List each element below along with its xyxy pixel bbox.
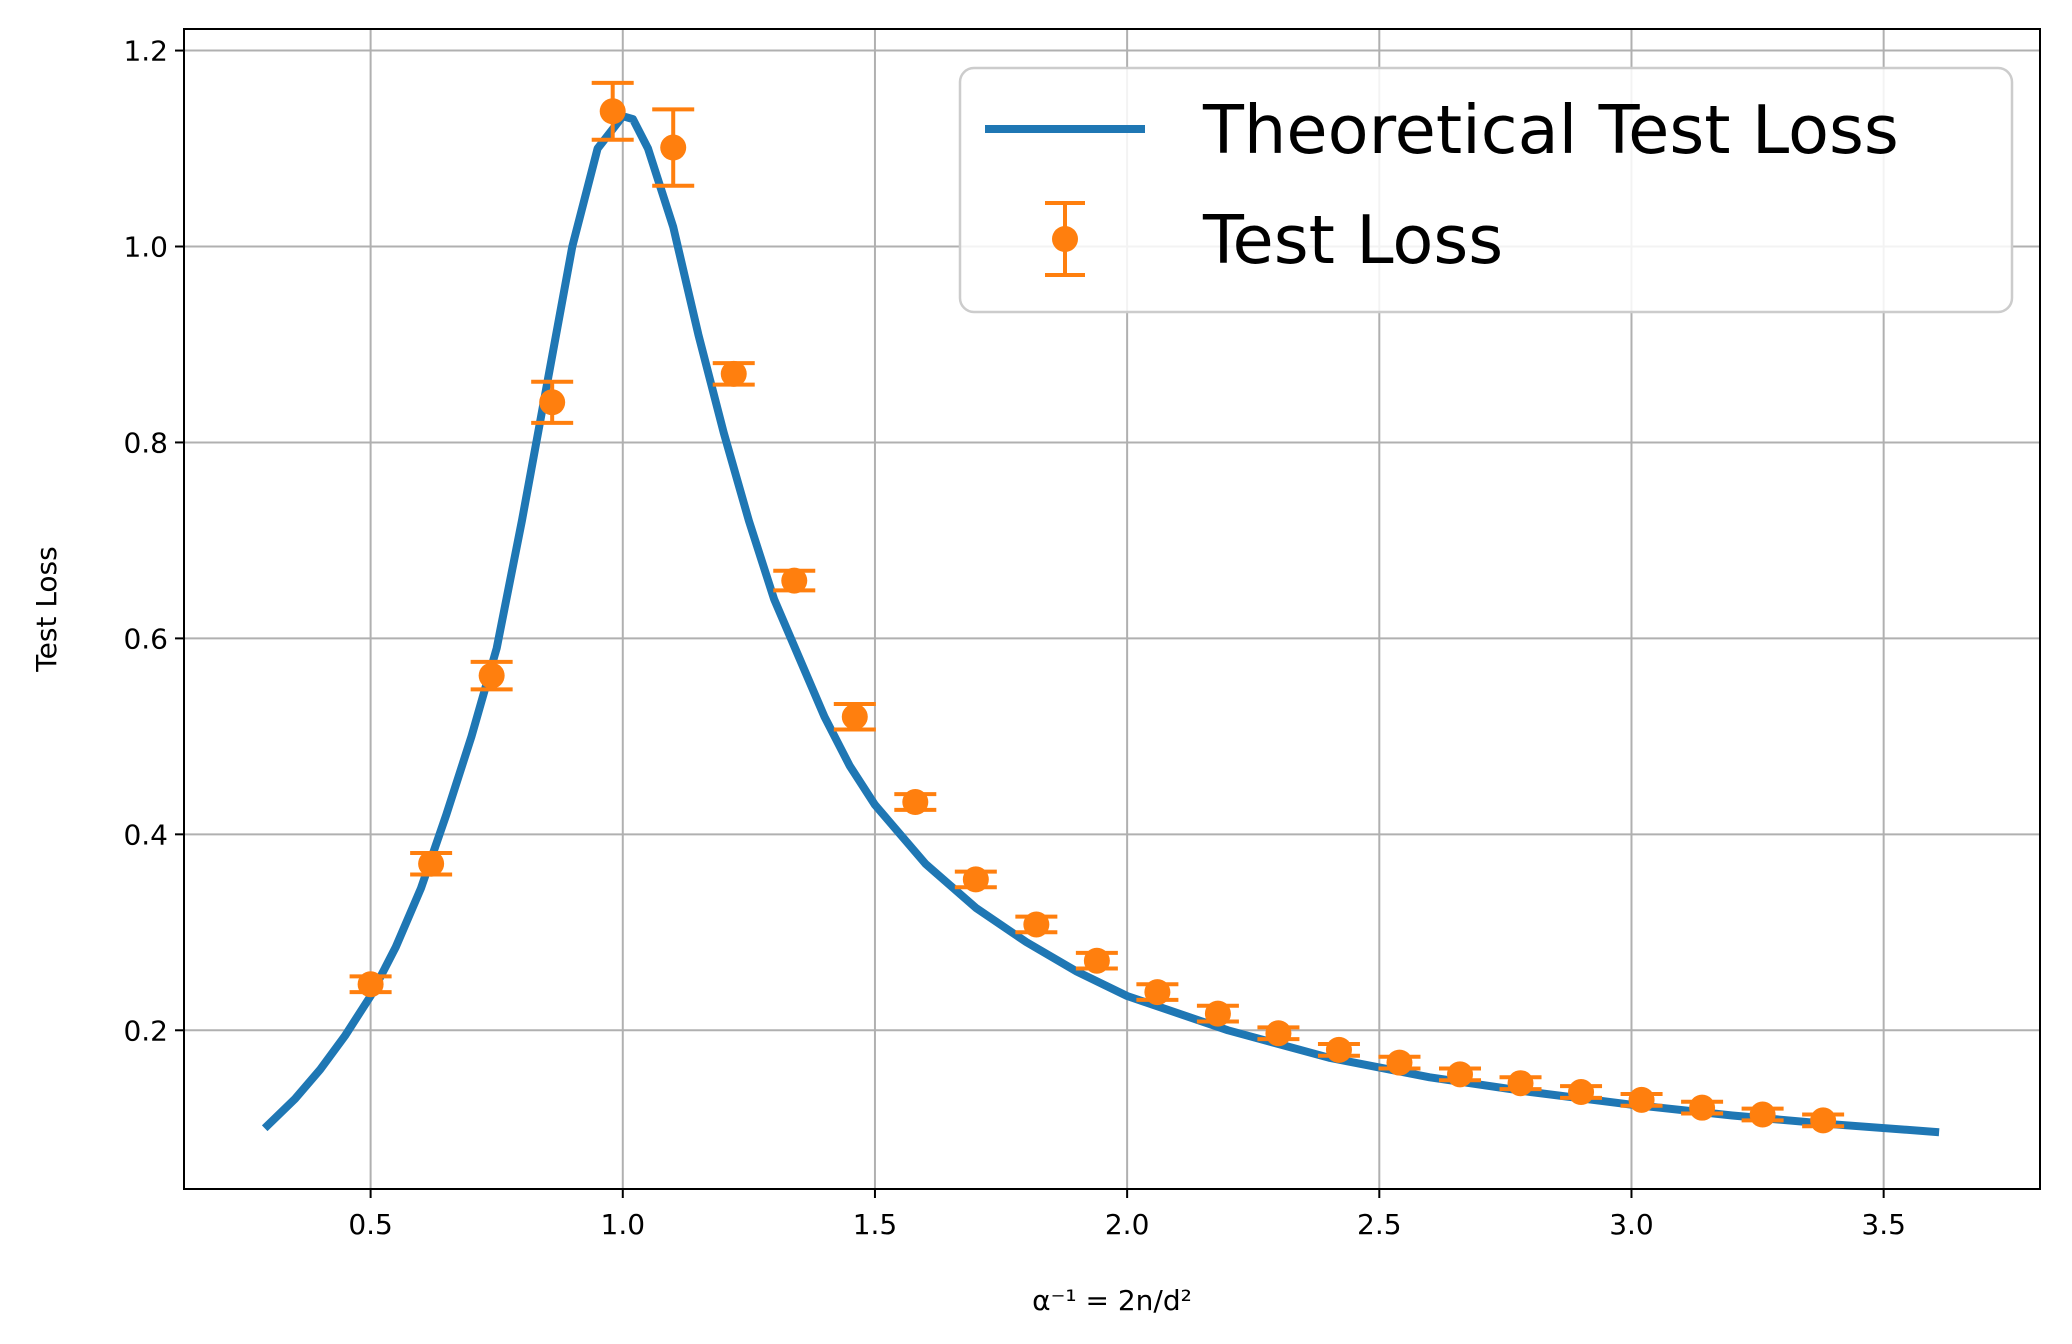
test-loss-marker (1507, 1070, 1534, 1097)
test-loss-marker (1749, 1101, 1776, 1128)
x-tick-label: 2.0 (1105, 1208, 1150, 1241)
test-loss-marker (1810, 1107, 1837, 1134)
test-loss-marker (1568, 1079, 1595, 1106)
test-loss-point (1620, 1086, 1663, 1113)
x-tick-label: 0.5 (348, 1208, 393, 1241)
test-loss-point (410, 850, 453, 877)
test-loss-marker (539, 389, 566, 416)
test-loss-marker (962, 866, 989, 893)
test-loss-point (712, 360, 755, 387)
test-loss-point (894, 789, 937, 816)
y-tick-label: 0.8 (123, 426, 168, 459)
y-tick-label: 0.6 (123, 622, 168, 655)
test-loss-point (652, 107, 695, 188)
x-axis-label: α⁻¹ = 2n/d² (1032, 1284, 1192, 1317)
test-loss-point (1741, 1101, 1784, 1128)
x-tick-label: 3.5 (1861, 1208, 1906, 1241)
test-loss-point (1196, 1000, 1239, 1027)
test-loss-marker (1144, 979, 1171, 1006)
test-loss-marker (357, 971, 384, 998)
test-loss-marker (720, 360, 747, 387)
legend: Theoretical Test Loss Test Loss (958, 66, 2014, 314)
legend-marker (1052, 226, 1078, 252)
test-loss-point (1560, 1079, 1603, 1106)
y-tick-label: 0.4 (123, 818, 168, 851)
plot-series (261, 80, 1940, 1137)
legend-box (958, 66, 2014, 314)
test-loss-point (531, 379, 574, 425)
test-loss-point (1075, 947, 1118, 974)
test-loss-point (1681, 1094, 1724, 1121)
test-loss-marker (841, 703, 868, 730)
test-loss-marker (599, 98, 626, 125)
test-loss-marker (478, 662, 505, 689)
y-axis-label: Test Loss (30, 546, 63, 672)
test-loss-marker (1689, 1094, 1716, 1121)
test-loss-point (470, 659, 513, 692)
test-loss-point (1015, 911, 1058, 938)
test-loss-point (1378, 1049, 1421, 1076)
test-loss-marker (1023, 911, 1050, 938)
test-loss-point (1317, 1036, 1360, 1063)
test-loss-point (1136, 979, 1179, 1006)
test-loss-point (1257, 1020, 1300, 1047)
x-tick-label: 3.0 (1609, 1208, 1654, 1241)
test-loss-point (349, 971, 392, 998)
test-loss-point (833, 702, 876, 732)
test-loss-marker (1386, 1049, 1413, 1076)
y-tick-label: 1.0 (123, 231, 168, 264)
x-tick-label: 1.0 (601, 1208, 646, 1241)
test-loss-marker (418, 850, 445, 877)
test-loss-marker (781, 567, 808, 594)
test-loss-marker (1265, 1020, 1292, 1047)
test-loss-marker (902, 789, 929, 816)
x-tick-label: 2.5 (1357, 1208, 1402, 1241)
test-loss-point (1802, 1107, 1845, 1134)
axis-ticks: 0.5 1.0 1.5 2.0 2.5 3.0 3.5 0.2 0.4 0.6 0.8 1.0 1.2 (123, 35, 1905, 1241)
test-loss-point (591, 80, 634, 142)
test-loss-point (954, 866, 997, 893)
test-loss-point (773, 567, 816, 594)
test-loss-marker (1204, 1000, 1231, 1027)
test-loss-marker (660, 134, 687, 161)
test-loss-marker (1628, 1086, 1655, 1113)
legend-label-theoretical: Theoretical Test Loss (1202, 91, 1899, 169)
x-tick-label: 1.5 (853, 1208, 898, 1241)
legend-label-test-loss: Test Loss (1202, 201, 1503, 279)
test-loss-point (1439, 1061, 1481, 1088)
test-loss-marker (1325, 1036, 1352, 1063)
y-tick-label: 1.2 (123, 35, 168, 68)
axes-frame (183, 28, 2041, 1190)
y-tick-label: 0.2 (123, 1014, 168, 1047)
test-loss-marker (1447, 1061, 1473, 1088)
test-loss-marker (1083, 947, 1110, 974)
test-loss-point (1499, 1070, 1542, 1097)
